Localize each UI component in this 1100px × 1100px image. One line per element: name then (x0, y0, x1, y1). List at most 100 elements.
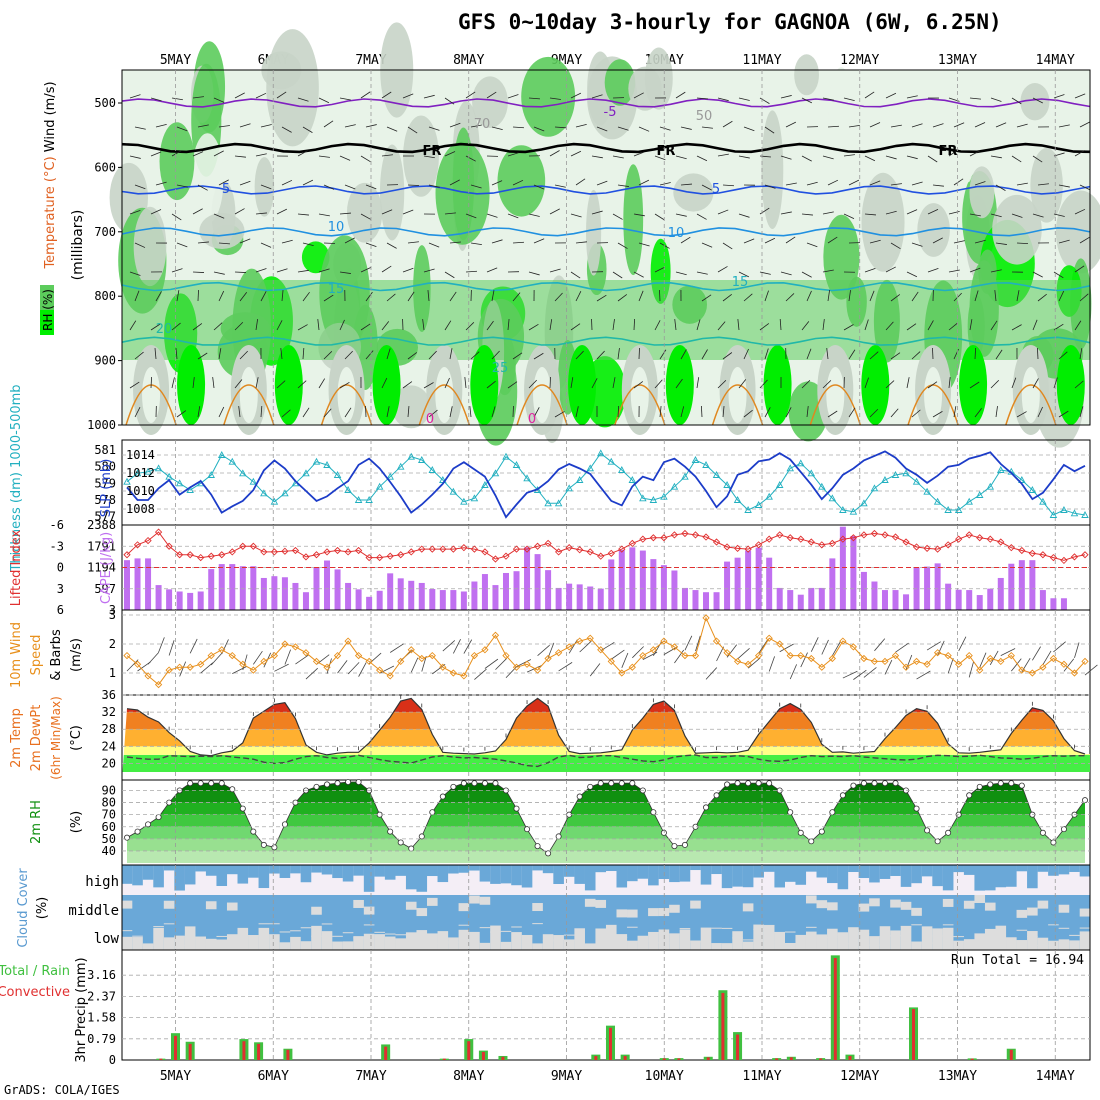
wind-barb (339, 212, 351, 215)
wind-barb (1079, 236, 1090, 244)
wind-barb (612, 377, 616, 389)
wind-barb (911, 242, 923, 247)
date-label-top: 14MAY (1036, 53, 1075, 68)
chart-title: GFS 0~10day 3-hourly for GAGNOA (6W, 6.2… (458, 10, 1002, 34)
cloud-high-bar (542, 865, 554, 874)
thickness-point (891, 471, 900, 478)
wind-barb (696, 319, 701, 331)
cloud-mid-gap (458, 903, 470, 912)
rh-region (372, 345, 401, 425)
wind-barb (717, 209, 729, 215)
wind-barb (302, 126, 313, 133)
wind-barb (822, 319, 825, 331)
wind-barb (717, 97, 729, 102)
wind-barb (890, 352, 901, 360)
wind-barb (302, 242, 314, 247)
cape-bar (429, 588, 436, 610)
wind-barb (318, 97, 330, 104)
rh-line (126, 781, 1086, 854)
wind-barb (213, 271, 225, 275)
wind-barb (864, 213, 876, 216)
wind-barb (701, 184, 712, 191)
wind-speed-point (912, 657, 921, 666)
wind-barb (381, 154, 393, 157)
cape-axis-label: CAPE (J/kg) (99, 532, 114, 604)
wind-speed-line (126, 616, 1086, 686)
wind-barb (281, 239, 293, 244)
thickness-point (344, 486, 352, 493)
wind-barb (869, 408, 879, 418)
wind-barb (507, 213, 519, 219)
cloud-high-bar (921, 865, 933, 877)
wind-barb (218, 125, 230, 128)
wind-barb (176, 290, 180, 302)
wind10m-barb (779, 643, 794, 653)
rh-tick-label: 90 (102, 783, 116, 797)
wind-barb (780, 211, 792, 215)
cloud-high-bar (205, 865, 217, 876)
wind-barb (1037, 183, 1049, 186)
wind-barb (906, 377, 910, 389)
cloud-high-bar (437, 865, 449, 883)
wind-barb (344, 237, 355, 244)
wind-speed-point (923, 660, 931, 668)
rh-point (124, 834, 131, 841)
rh-point (987, 781, 994, 788)
wind-speed-point (828, 654, 836, 663)
wind-barb (171, 268, 183, 273)
wind-barb (238, 406, 241, 418)
wind-speed-point (691, 651, 700, 660)
cloud-low-bar (216, 939, 228, 950)
rh-point (860, 780, 867, 787)
wind-speed-point (554, 649, 563, 657)
wind-barb (134, 407, 141, 418)
rh-point (934, 838, 941, 845)
rh-region (665, 345, 694, 425)
cape-bar (1060, 598, 1067, 610)
precip-convective-bar (775, 1058, 779, 1060)
wind-barb (1037, 406, 1043, 418)
lifted-point (365, 553, 373, 562)
wind-axis-label: & Barbs (49, 629, 64, 681)
rh-point (387, 828, 394, 835)
wind-barb (738, 155, 750, 159)
cape-bar (313, 567, 320, 610)
thickness-point (818, 482, 826, 490)
wind-barb (969, 267, 981, 273)
wind-barb (596, 294, 607, 302)
wind-speed-point (154, 680, 163, 689)
cloud-low-bar (721, 943, 733, 950)
cloud-low-edge (1016, 929, 1028, 931)
cloud-low-bar (595, 928, 607, 950)
wind-barb (449, 179, 460, 186)
rh-region (133, 206, 167, 287)
wind10m-barb (158, 637, 165, 653)
rh-point (439, 793, 446, 800)
cloud-low-bar (321, 931, 333, 950)
wind10m-barb (558, 662, 573, 672)
wind-barb (764, 407, 771, 418)
cloud-low-bar (700, 928, 712, 950)
cloud-high-bar (353, 865, 364, 876)
wind-barb (323, 408, 332, 418)
thickness-point (249, 477, 258, 485)
cloud-low-bar (374, 934, 385, 950)
contour-label: 15 (328, 282, 345, 297)
wind-barb (129, 94, 141, 99)
lifted-point (660, 534, 668, 542)
wind-barb (890, 408, 899, 418)
thickness-point (723, 481, 731, 488)
wind-barb (596, 180, 608, 186)
cloud-mid-gap (1016, 909, 1028, 918)
wind-barb (826, 348, 829, 360)
wind-barb (738, 379, 747, 389)
rh-axis-label: (%) (69, 811, 84, 834)
wind-speed-point (881, 657, 889, 666)
rh-region (142, 367, 161, 423)
cloud-low-bar (395, 938, 407, 950)
wind-barb (491, 180, 503, 186)
wind-barb (486, 91, 497, 99)
wind-barb (1032, 97, 1043, 104)
lifted-point (576, 546, 584, 554)
wind-speed-point (976, 666, 984, 674)
